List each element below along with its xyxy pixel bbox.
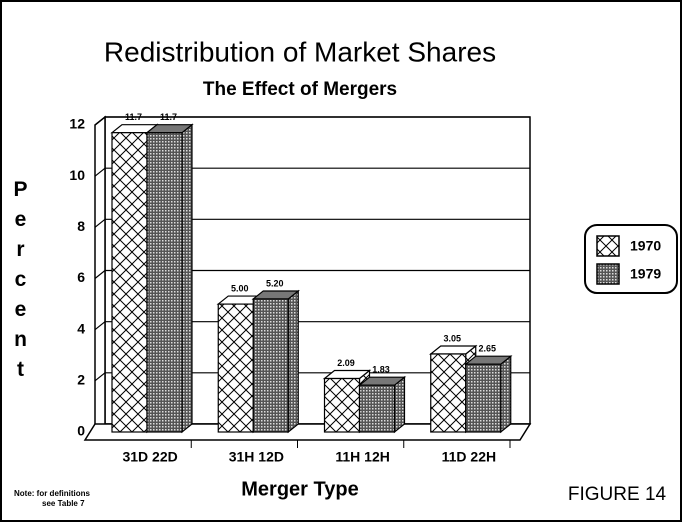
chart-title: Redistribution of Market Shares	[104, 36, 496, 67]
grid-line	[94, 218, 530, 228]
bar	[111, 132, 148, 433]
legend-label: 1979	[630, 266, 661, 282]
data-label: 2.65	[478, 344, 496, 354]
grid-line	[94, 321, 530, 331]
bar	[358, 384, 396, 433]
x-tick-label: 11H 12H	[335, 449, 389, 465]
legend-label: 1970	[630, 238, 661, 254]
data-label: 2.09	[337, 358, 355, 368]
y-axis-label: Percent	[9, 178, 32, 388]
grid-line	[94, 116, 530, 126]
y-tick-label: 2	[77, 372, 85, 388]
bar	[217, 303, 254, 433]
grid-line	[94, 269, 530, 279]
floor	[83, 423, 532, 441]
y-tick-label: 6	[77, 269, 85, 285]
chart-subtitle: The Effect of Mergers	[203, 79, 397, 100]
y-tick-label: 12	[69, 116, 85, 132]
bar	[146, 132, 183, 433]
note: see Table 7	[42, 499, 85, 508]
data-label: 11.7	[125, 112, 142, 122]
note: Note: for definitions	[14, 489, 91, 498]
x-tick-label: 31H 12D	[229, 449, 284, 465]
bar-side	[393, 375, 406, 434]
bar	[252, 298, 289, 433]
x-tick-label: 31D 22D	[122, 449, 177, 465]
legend-swatch	[596, 235, 620, 257]
data-label: 1.83	[372, 365, 390, 375]
bar	[323, 377, 361, 433]
y-tick-label: 8	[77, 218, 85, 234]
data-label: 3.05	[443, 333, 461, 343]
bar-side	[287, 289, 299, 434]
y-tick-label: 0	[77, 423, 85, 439]
y-tick-label: 4	[77, 320, 85, 336]
data-label: 11.7	[160, 112, 177, 122]
bar-side	[181, 123, 193, 434]
y-tick-label: 10	[69, 167, 85, 183]
x-axis-label: Merger Type	[241, 478, 358, 500]
figure-label: FIGURE 14	[568, 484, 667, 505]
data-label: 5.20	[266, 278, 284, 288]
grid-line	[94, 167, 530, 177]
bar	[465, 363, 502, 433]
legend-swatch	[596, 263, 620, 285]
grid-line	[94, 372, 530, 382]
bar	[430, 353, 467, 433]
bar-side	[500, 354, 512, 434]
x-tick-label: 11D 22H	[442, 449, 496, 465]
data-label: 5.00	[231, 283, 249, 293]
